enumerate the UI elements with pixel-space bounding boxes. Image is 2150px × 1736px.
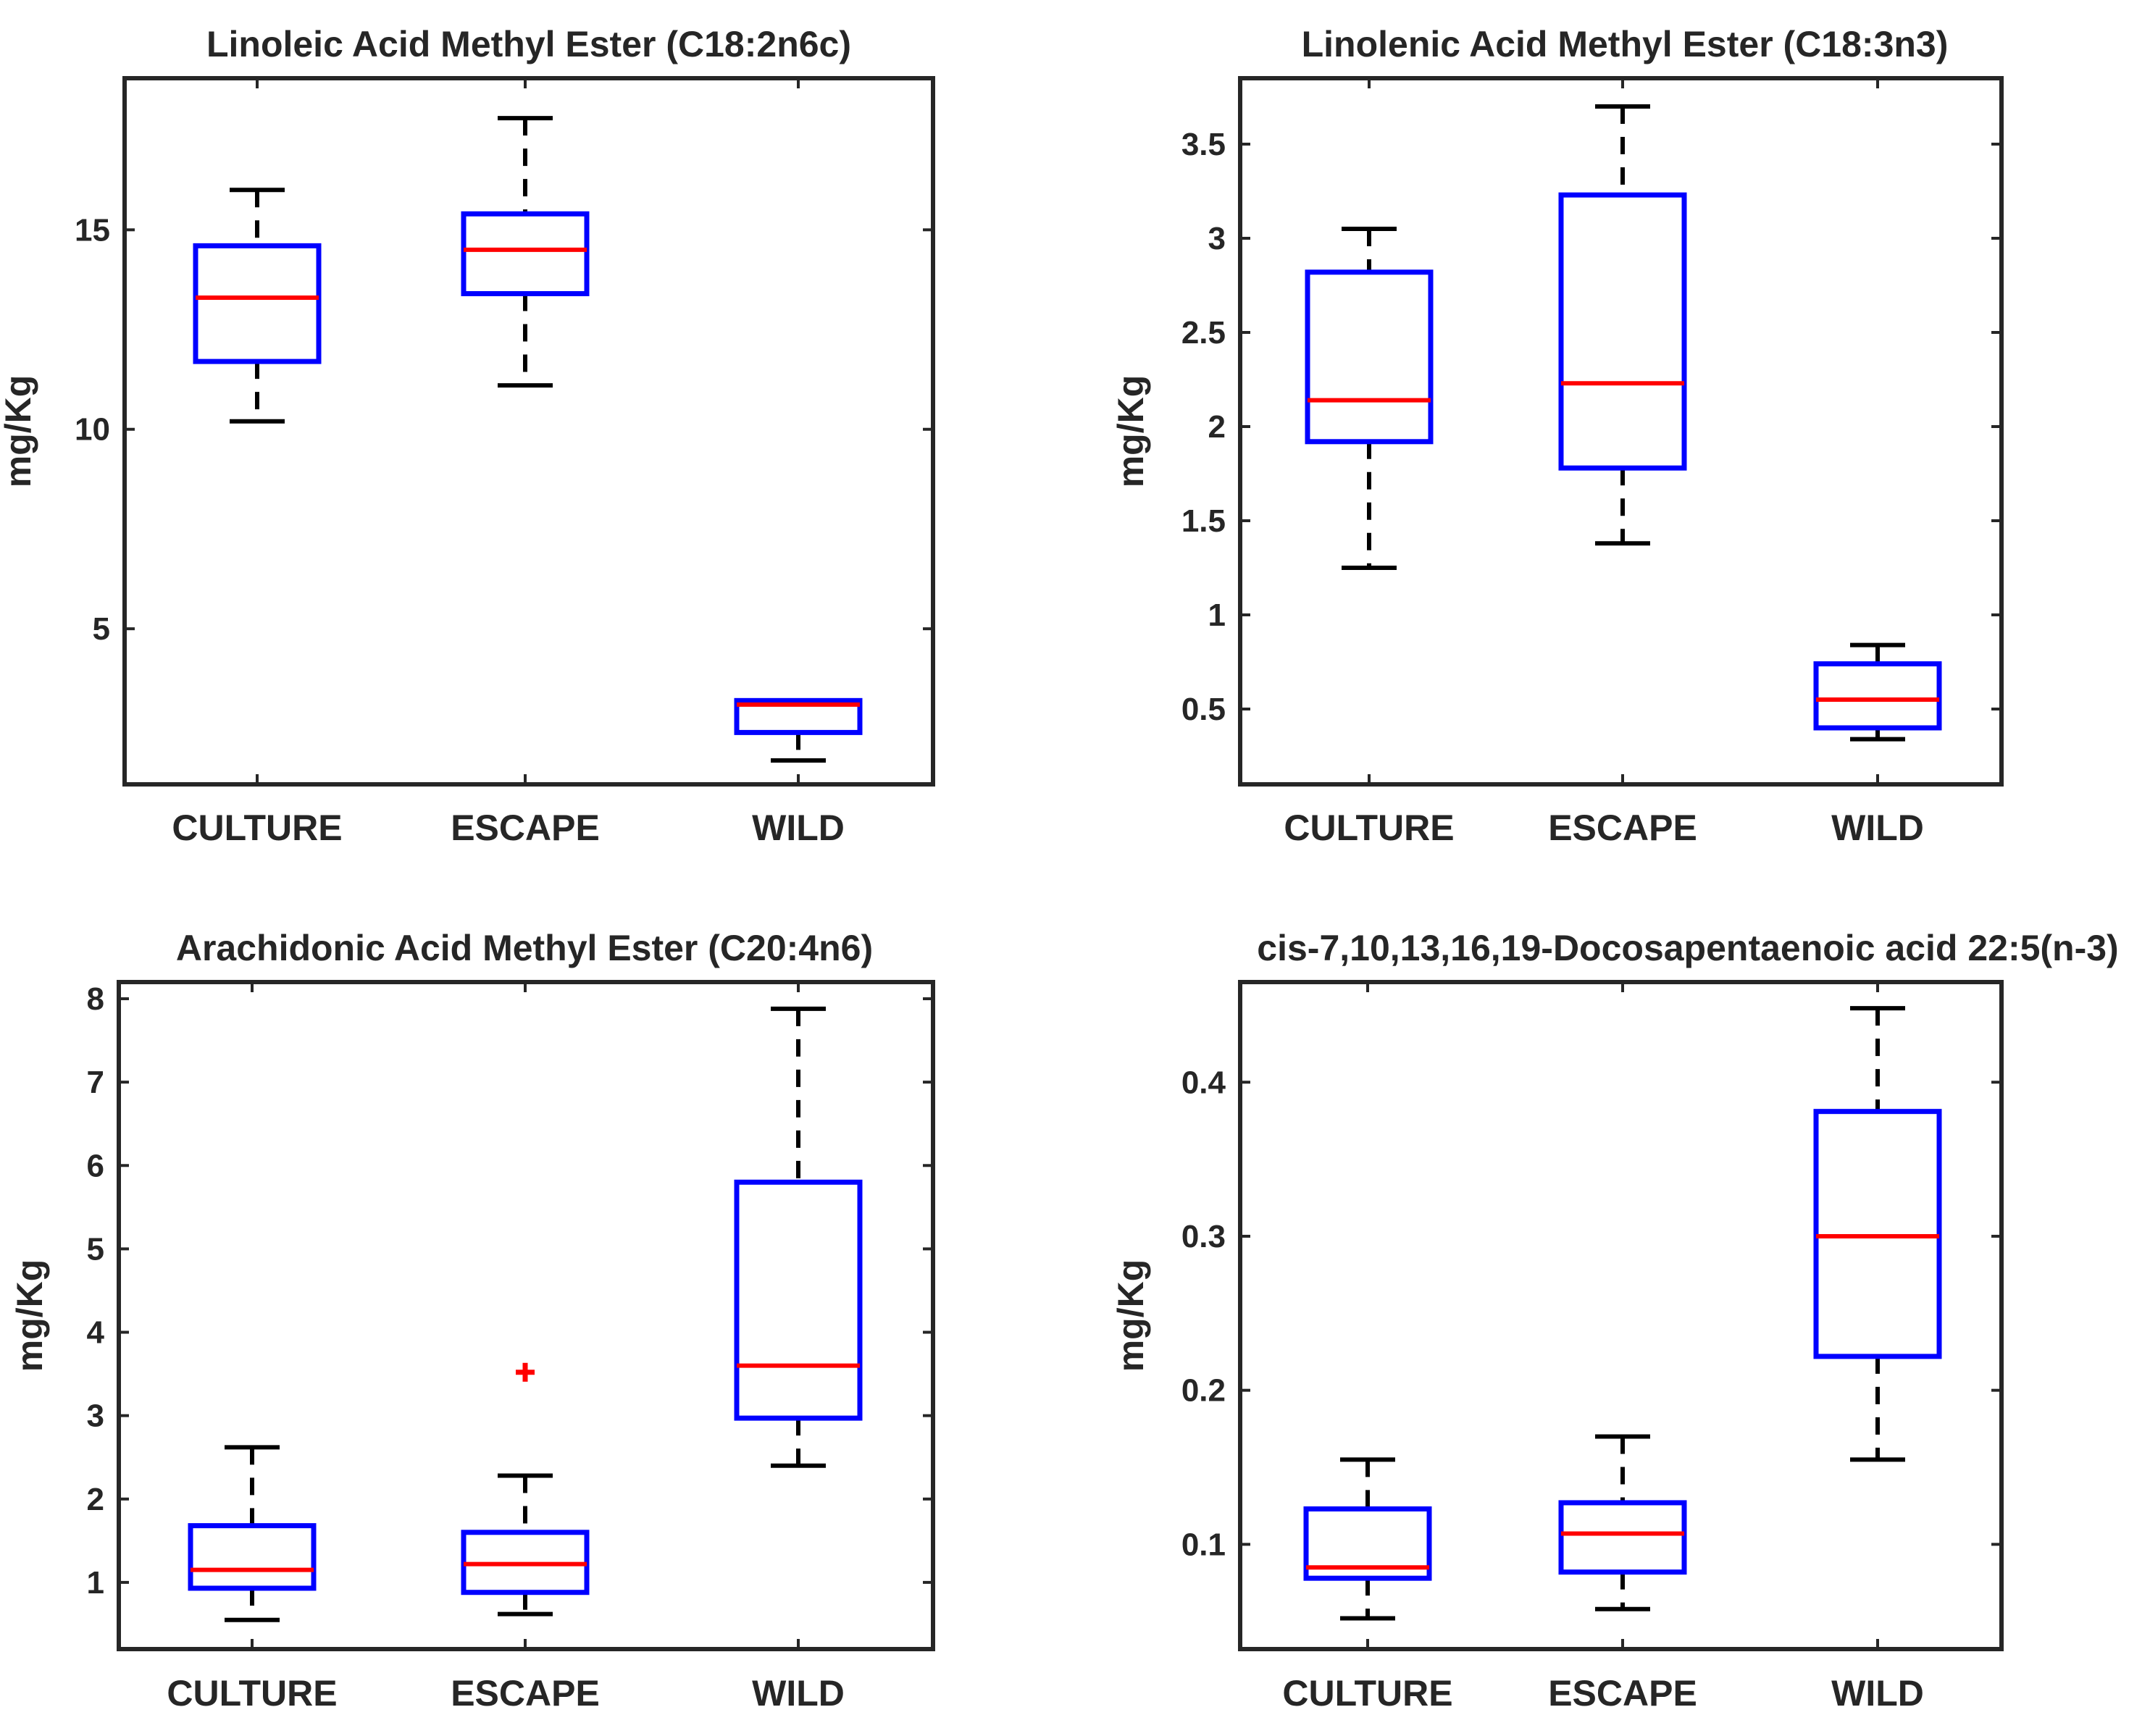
- y-axis-label: mg/Kg: [1110, 1259, 1151, 1372]
- x-category-label: WILD: [1831, 1673, 1924, 1714]
- axes-frame: [117, 980, 935, 1651]
- outlier-marker: [516, 1362, 535, 1382]
- y-tick-label: 0.2: [1181, 1373, 1226, 1409]
- x-category-label: CULTURE: [172, 808, 342, 848]
- y-tick-label: 2.5: [1181, 315, 1226, 351]
- iqr-box: [734, 1179, 863, 1421]
- x-category-label: CULTURE: [1284, 808, 1454, 848]
- y-tick-label: 5: [93, 611, 110, 647]
- axes-frame: [1238, 980, 2004, 1651]
- y-tick-label: 1: [1208, 597, 1226, 633]
- x-category-label: WILD: [752, 1673, 845, 1714]
- box-escape: [1558, 1434, 1687, 1611]
- y-tick-label: 0.3: [1181, 1219, 1226, 1254]
- iqr-box: [1813, 661, 1942, 731]
- x-category-label: ESCAPE: [1548, 808, 1697, 848]
- iqr-box: [1558, 1500, 1687, 1575]
- box-wild: [734, 1006, 863, 1468]
- y-tick-label: 1.5: [1181, 503, 1226, 539]
- y-tick-label: 0.1: [1181, 1527, 1226, 1562]
- box-culture: [1305, 227, 1434, 570]
- chart-panel-2: Linolenic Acid Methyl Ester (C18:3n3) mg/…: [1110, 24, 2004, 848]
- axes-frame: [1238, 76, 2004, 787]
- iqr-box: [1558, 192, 1687, 471]
- y-tick-label: 6: [87, 1148, 104, 1183]
- x-category-label: ESCAPE: [451, 1673, 600, 1714]
- box-wild: [1813, 642, 1942, 742]
- y-tick-label: 5: [87, 1231, 104, 1267]
- y-tick-label: 3.5: [1181, 127, 1226, 162]
- y-tick-label: 2: [1208, 409, 1226, 445]
- box-culture: [193, 188, 322, 424]
- x-category-label: CULTURE: [1282, 1673, 1452, 1714]
- chart-title: Linoleic Acid Methyl Ester (C18:2n6c): [206, 24, 851, 64]
- box-escape: [1558, 104, 1687, 546]
- x-category-label: WILD: [1831, 808, 1924, 848]
- y-tick-label: 4: [87, 1315, 105, 1351]
- y-axis-label: mg/Kg: [9, 1259, 50, 1372]
- y-tick-label: 1: [87, 1565, 104, 1601]
- iqr-box: [1305, 269, 1434, 445]
- box-escape: [461, 116, 590, 388]
- box-wild: [734, 697, 863, 763]
- iqr-box: [193, 243, 322, 364]
- y-tick-label: 3: [87, 1399, 104, 1434]
- x-category-label: WILD: [752, 808, 845, 848]
- x-category-label: CULTURE: [167, 1673, 337, 1714]
- iqr-box: [1813, 1109, 1942, 1359]
- y-tick-label: 8: [87, 981, 104, 1017]
- y-axis-label: mg/Kg: [1110, 375, 1151, 488]
- y-tick-label: 2: [87, 1482, 104, 1517]
- y-axis-label: mg/Kg: [0, 375, 38, 488]
- y-tick-label: 7: [87, 1065, 104, 1100]
- iqr-box: [461, 211, 590, 296]
- box-escape: [461, 1473, 590, 1617]
- x-category-label: ESCAPE: [451, 808, 600, 848]
- y-tick-label: 15: [75, 212, 110, 248]
- y-tick-label: 0.4: [1181, 1065, 1226, 1100]
- x-category-label: ESCAPE: [1548, 1673, 1697, 1714]
- iqr-box: [1303, 1506, 1432, 1581]
- chart-panel-1: Linoleic Acid Methyl Ester (C18:2n6c) mg/…: [0, 24, 935, 848]
- y-tick-label: 0.5: [1181, 692, 1226, 727]
- box-wild: [1813, 1006, 1942, 1462]
- box-culture: [188, 1445, 317, 1622]
- y-tick-label: 10: [75, 412, 110, 448]
- chart-panel-3: Arachidonic Acid Methyl Ester (C20:4n6) m…: [9, 928, 935, 1714]
- box-culture: [1303, 1457, 1432, 1621]
- y-tick-label: 3: [1208, 221, 1226, 256]
- axes-frame: [122, 76, 935, 787]
- chart-title: cis-7,10,13,16,19-Docosapentaenoic acid …: [1257, 928, 2118, 968]
- iqr-box: [734, 697, 863, 735]
- chart-title: Arachidonic Acid Methyl Ester (C20:4n6): [176, 928, 873, 968]
- chart-panel-4: cis-7,10,13,16,19-Docosapentaenoic acid …: [1110, 928, 2119, 1714]
- chart-title: Linolenic Acid Methyl Ester (C18:3n3): [1302, 24, 1949, 64]
- iqr-box: [188, 1523, 317, 1591]
